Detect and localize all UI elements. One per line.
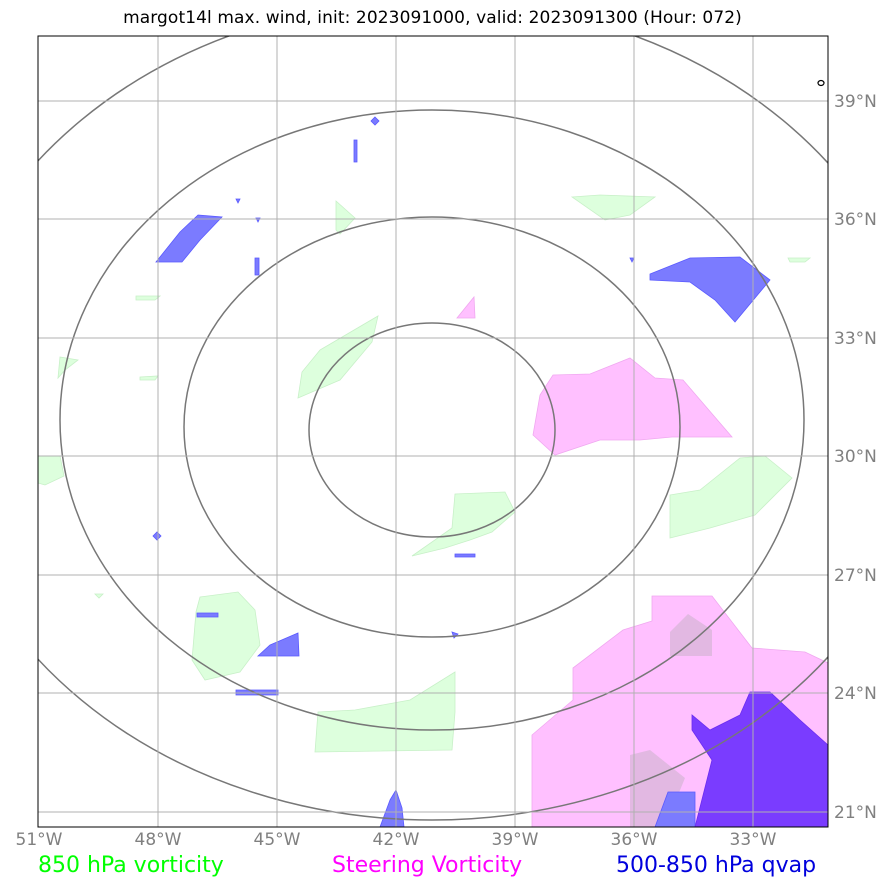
steering-patch	[456, 295, 476, 319]
qvap-patch	[379, 789, 405, 827]
vort850-patch	[669, 455, 793, 539]
vort850-patch	[94, 593, 104, 599]
qvap-patch	[654, 791, 696, 827]
vort850-patch	[191, 591, 261, 681]
qvap-patch	[196, 612, 219, 618]
qvap-patch	[649, 256, 771, 323]
y-tick-label: 36°N	[834, 210, 877, 230]
y-tick-labels: 39°N 36°N 33°N 30°N 27°N 24°N 21°N	[834, 92, 877, 823]
x-tick-label: 39°W	[492, 830, 539, 850]
y-tick-label: 33°N	[834, 329, 877, 349]
x-tick-label: 45°W	[254, 830, 301, 850]
x-tick-label: 36°W	[611, 830, 658, 850]
legend-qvap: 500-850 hPa qvap	[616, 853, 817, 878]
y-tick-label: 30°N	[834, 447, 877, 467]
vort850-patch	[297, 315, 379, 399]
qvap-patch	[155, 214, 223, 263]
qvap-patch	[152, 531, 162, 541]
y-tick-label: 21°N	[834, 803, 877, 823]
vort850-patch	[57, 356, 79, 380]
vort850-patch	[787, 257, 812, 263]
vort850-patch	[314, 671, 456, 753]
qvap-patch	[691, 691, 828, 827]
qvap-patch	[370, 116, 380, 126]
map-title: margot14l max. wind, init: 2023091000, v…	[123, 8, 742, 28]
steering-patch	[532, 357, 733, 456]
ring-inner	[308, 322, 556, 538]
vort850-patch	[139, 375, 159, 381]
y-tick-label: 27°N	[834, 566, 877, 586]
qvap-patch	[256, 632, 300, 657]
qvap-patch	[629, 257, 635, 263]
legend-steering: Steering Vorticity	[332, 853, 523, 878]
legend-vort850: 850 hPa vorticity	[38, 853, 224, 878]
qvap-patch	[235, 198, 241, 204]
vort850-patch	[38, 455, 65, 486]
x-tick-label: 33°W	[730, 830, 777, 850]
plot-area	[38, 36, 828, 827]
ring-outermost	[38, 36, 828, 821]
qvap-patch	[451, 631, 459, 639]
qvap-layer	[152, 116, 828, 827]
vort850-patch	[335, 200, 356, 235]
y-tick-label: 24°N	[834, 684, 877, 704]
x-tick-label: 42°W	[373, 830, 420, 850]
vort850-patch	[411, 491, 516, 557]
x-tick-label: 51°W	[16, 830, 63, 850]
plot-frame	[37, 35, 829, 828]
x-tick-labels: 51°W 48°W 45°W 42°W 39°W 36°W 33°W	[16, 830, 777, 850]
steering-patch	[670, 614, 712, 656]
vort850-patch	[135, 295, 162, 301]
qvap-patch	[454, 553, 476, 558]
qvap-patch	[254, 257, 260, 276]
x-tick-label: 48°W	[135, 830, 182, 850]
y-tick-label: 39°N	[834, 92, 877, 112]
island-outline	[817, 79, 825, 87]
ring-outer	[59, 109, 805, 731]
grid	[38, 36, 828, 827]
qvap-patch	[353, 139, 358, 163]
ring-middle	[183, 216, 681, 638]
distance-rings	[38, 36, 828, 821]
vort850-patch	[570, 194, 657, 221]
